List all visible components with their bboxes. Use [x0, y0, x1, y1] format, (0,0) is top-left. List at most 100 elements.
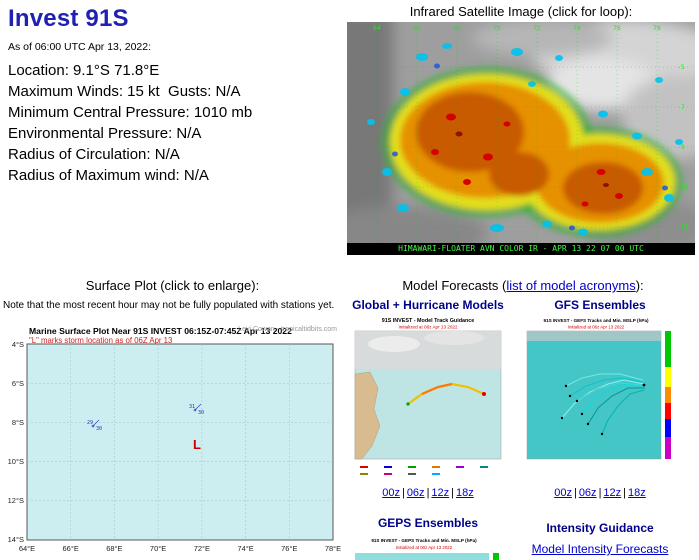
svg-text:76: 76 [613, 24, 621, 32]
map-lon-labels: 64°E 66°E 68°E 70°E 72°E 74°E 76°E 78°E [19, 544, 341, 553]
svg-text:6°S: 6°S [12, 379, 24, 388]
stat-env-pressure: Environmental Pressure: N/A [8, 125, 202, 142]
map-credit: Levi Cowan - tropicaltidbits.com [238, 326, 337, 333]
model-acronyms-link[interactable]: list of model acronyms [506, 278, 636, 293]
storm-marker-L: L [193, 437, 201, 452]
map-lat-labels: 4°S 6°S 8°S 10°S 12°S 14°S [8, 340, 24, 544]
map-subtitle: "L" marks storm location as of 06Z Apr 1… [29, 336, 173, 345]
svg-text:4°S: 4°S [12, 340, 24, 349]
svg-text:30: 30 [96, 426, 102, 432]
svg-text:29: 29 [87, 420, 93, 426]
model-track-guidance-graphic: 91S INVEST - Model Track Guidance Initia… [352, 314, 504, 484]
svg-text:-11: -11 [677, 183, 689, 191]
svg-text:14°S: 14°S [8, 535, 24, 544]
header-global-hurricane-models: Global + Hurricane Models [352, 298, 504, 312]
svg-text:74: 74 [573, 24, 581, 32]
mslp-colorbar [665, 331, 671, 459]
stat-min-pressure: Minimum Central Pressure: 1010 mb [8, 104, 253, 121]
svg-text:8°S: 8°S [12, 418, 24, 427]
ensemble-spaghetti [561, 373, 645, 435]
map-title: Marine Surface Plot Near 91S INVEST 06:1… [29, 326, 292, 336]
svg-text:-7: -7 [677, 103, 685, 111]
run-separator: | [401, 487, 405, 499]
run-link-06z[interactable]: 06z [578, 487, 597, 499]
geps-tracks-thumbnail[interactable]: 91S INVEST - GEPS Tracks and Min. MSLP (… [352, 532, 504, 560]
svg-text:10°S: 10°S [8, 457, 24, 466]
ensemble-endpoints [560, 383, 646, 436]
svg-text:70°E: 70°E [150, 544, 166, 553]
run-link-12z[interactable]: 12z [603, 487, 622, 499]
satellite-ir-graphic: 64 66 68 70 72 74 76 78 -5 -7 -9 -11 -13 [347, 22, 695, 243]
run-separator: | [426, 487, 430, 499]
svg-text:76°E: 76°E [281, 544, 297, 553]
run-link-12z[interactable]: 12z [431, 487, 450, 499]
land-africa [354, 371, 381, 460]
svg-text:72°E: 72°E [194, 544, 210, 553]
intensity-link-wrap: Model Intensity Forecasts [524, 542, 676, 556]
svg-text:72: 72 [533, 24, 541, 32]
svg-text:70: 70 [493, 24, 501, 32]
run-link-18z[interactable]: 18z [456, 487, 474, 499]
gefs-run-links: 00z | 06z | 12z | 18z [524, 487, 676, 499]
run-link-18z[interactable]: 18z [628, 487, 646, 499]
svg-text:Initialized at 06z Apr 13 2022: Initialized at 06z Apr 13 2022 [399, 325, 458, 330]
satellite-grid [347, 22, 695, 243]
svg-text:Initialized at 06z Apr 13 2022: Initialized at 06z Apr 13 2022 [568, 325, 625, 330]
surface-plot-image[interactable]: 4°S 6°S 8°S 10°S 12°S 14°S 64°E 66°E 68°… [3, 318, 341, 560]
stat-location: Location: 9.1°S 71.8°E [8, 62, 160, 79]
models-title-prefix: Model Forecasts ( [402, 278, 507, 293]
gefs-tracks-thumbnail[interactable]: 91S INVEST - GEFS Tracks and Min. MSLP (… [524, 314, 676, 484]
page-title: Invest 91S [8, 5, 129, 32]
surface-plot-note: Note that the most recent hour may not b… [3, 300, 335, 311]
geps-tracks-graphic: 91S INVEST - GEPS Tracks and Min. MSLP (… [352, 532, 504, 560]
global-models-run-links: 00z | 06z | 12z | 18z [352, 487, 504, 499]
satellite-dark-red-cores [455, 131, 609, 187]
run-separator: | [573, 487, 577, 499]
svg-text:66: 66 [413, 24, 421, 32]
satellite-image[interactable]: 64 66 68 70 72 74 76 78 -5 -7 -9 -11 -13… [347, 22, 695, 255]
svg-text:66°E: 66°E [63, 544, 79, 553]
svg-text:91S INVEST - GEFS Tracks and M: 91S INVEST - GEFS Tracks and Min. MSLP (… [543, 318, 649, 323]
satellite-coord-labels: 64 66 68 70 72 74 76 78 -5 -7 -9 -11 -13 [373, 24, 689, 231]
surface-plot-section-title: Surface Plot (click to enlarge): [85, 278, 260, 293]
stat-radius-max-wind: Radius of Maximum wind: N/A [8, 167, 209, 184]
svg-text:64°E: 64°E [19, 544, 35, 553]
map-frame [26, 343, 334, 541]
satellite-cyan-specks [367, 43, 683, 236]
station-plots: 29 30 31 30 [87, 403, 204, 432]
svg-text:30: 30 [198, 410, 204, 416]
run-link-00z[interactable]: 00z [382, 487, 400, 499]
as-of-date: As of 06:00 UTC Apr 13, 2022: [8, 41, 152, 53]
satellite-footer-bar: HIMAWARI-FLOATER AVN COLOR IR - APR 13 2… [347, 243, 695, 255]
svg-text:12°S: 12°S [8, 496, 24, 505]
map-grid [27, 344, 333, 540]
gefs-tracks-graphic: 91S INVEST - GEFS Tracks and Min. MSLP (… [524, 314, 676, 484]
svg-text:31: 31 [189, 404, 195, 410]
models-title-suffix: ): [635, 278, 644, 293]
run-separator: | [623, 487, 627, 499]
run-separator: | [451, 487, 455, 499]
svg-text:Initialized at 00z Apr 13 2022: Initialized at 00z Apr 13 2022 [396, 545, 453, 550]
svg-text:78°E: 78°E [325, 544, 341, 553]
surface-plot-graphic: 4°S 6°S 8°S 10°S 12°S 14°S 64°E 66°E 68°… [3, 318, 341, 560]
header-intensity-guidance: Intensity Guidance [546, 521, 654, 535]
run-link-00z[interactable]: 00z [554, 487, 572, 499]
run-link-06z[interactable]: 06z [406, 487, 425, 499]
storm-stats: Location: 9.1°S 71.8°E Maximum Winds: 15… [8, 60, 252, 186]
models-section-title: Model Forecasts (list of model acronyms)… [349, 278, 697, 293]
svg-text:78: 78 [653, 24, 661, 32]
model-track-guidance-thumbnail[interactable]: 91S INVEST - Model Track Guidance Initia… [352, 314, 504, 484]
svg-text:-9: -9 [677, 143, 685, 151]
stat-radius-circulation: Radius of Circulation: N/A [8, 146, 180, 163]
satellite-cold-clouds [381, 66, 683, 238]
svg-text:74°E: 74°E [237, 544, 253, 553]
svg-text:64: 64 [373, 24, 381, 32]
model-legend-swatches [360, 466, 488, 475]
satellite-blue-specks [392, 63, 668, 231]
model-intensity-forecasts-link[interactable]: Model Intensity Forecasts [531, 542, 669, 556]
header-gfs-ensembles: GFS Ensembles [554, 298, 646, 312]
svg-text:-5: -5 [677, 63, 685, 71]
svg-text:68: 68 [453, 24, 461, 32]
stat-max-winds: Maximum Winds: 15 kt Gusts: N/A [8, 83, 241, 100]
